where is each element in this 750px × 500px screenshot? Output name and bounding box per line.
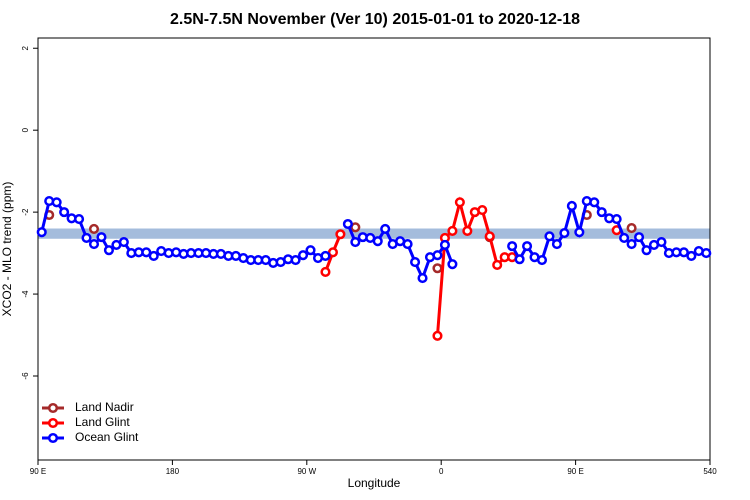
data-point — [74, 214, 85, 225]
data-point — [350, 236, 361, 248]
y-tick-label: 0 — [21, 127, 30, 132]
data-point — [51, 197, 62, 208]
legend-label: Land Glint — [75, 415, 130, 429]
data-point — [36, 227, 47, 238]
data-point — [574, 227, 585, 238]
data-point — [447, 225, 458, 237]
data-point — [492, 259, 503, 271]
data-point — [641, 245, 652, 256]
legend-label: Ocean Glint — [75, 430, 139, 444]
data-point — [81, 232, 92, 243]
y-tick-label: -4 — [21, 290, 30, 298]
data-point — [514, 254, 525, 265]
data-point — [634, 232, 645, 243]
series-line — [435, 196, 513, 336]
data-point — [342, 218, 353, 230]
data-point — [559, 227, 570, 239]
data-point — [141, 247, 152, 258]
data-point — [320, 266, 331, 277]
data-point — [320, 250, 331, 262]
data-point — [454, 197, 465, 208]
data-point — [305, 245, 316, 256]
data-point — [619, 232, 630, 243]
data-point — [327, 247, 338, 258]
data-point — [103, 245, 114, 256]
data-point — [462, 225, 473, 237]
x-tick-label: 90 W — [297, 467, 316, 476]
data-point — [88, 239, 100, 250]
data-point — [484, 231, 495, 242]
y-tick-label: -6 — [21, 372, 30, 380]
y-tick-label: 2 — [21, 45, 30, 50]
chart-title: 2.5N-7.5N November (Ver 10) 2015-01-01 t… — [170, 11, 580, 28]
data-point — [439, 239, 450, 250]
data-point — [544, 231, 555, 242]
data-point — [626, 223, 637, 234]
legend-marker — [47, 402, 59, 414]
data-point — [589, 197, 600, 208]
data-point — [536, 255, 548, 266]
data-point — [118, 236, 129, 248]
data-point — [656, 236, 667, 248]
data-point — [477, 205, 488, 216]
data-point — [88, 223, 100, 234]
data-point — [626, 239, 637, 250]
data-point — [96, 232, 107, 243]
data-point — [335, 229, 346, 240]
plot-frame — [37, 37, 711, 461]
data-point — [148, 250, 159, 262]
data-point — [298, 250, 309, 261]
data-point — [686, 250, 697, 262]
x-tick-label: 90 E — [30, 467, 46, 476]
x-tick-label: 90 E — [567, 467, 583, 476]
data-point — [447, 259, 458, 270]
reference-band — [38, 228, 710, 239]
data-point — [611, 214, 622, 225]
data-point — [507, 241, 518, 252]
data-point — [522, 241, 533, 252]
data-point — [596, 207, 607, 218]
y-axis-label: XCO2 - MLO trend (ppm) — [0, 182, 14, 317]
data-point — [551, 239, 562, 250]
legend-marker — [47, 432, 59, 444]
data-point — [432, 330, 443, 341]
y-tick-label: -2 — [21, 208, 30, 216]
data-point — [59, 207, 70, 218]
legend-label: Land Nadir — [75, 400, 134, 414]
data-point — [380, 223, 391, 234]
data-point — [402, 239, 413, 250]
data-point — [410, 257, 421, 268]
data-point — [290, 255, 301, 266]
data-point — [417, 273, 428, 284]
x-axis-label: Longitude — [348, 476, 401, 490]
data-point — [432, 250, 443, 261]
data-point — [701, 248, 712, 259]
x-tick-label: 540 — [703, 467, 717, 476]
data-point — [678, 247, 689, 258]
data-point — [566, 200, 577, 212]
x-tick-label: 180 — [166, 467, 180, 476]
x-tick-label: 0 — [439, 467, 444, 476]
data-point — [372, 236, 383, 247]
legend-marker — [47, 417, 59, 429]
data-point — [432, 263, 443, 274]
